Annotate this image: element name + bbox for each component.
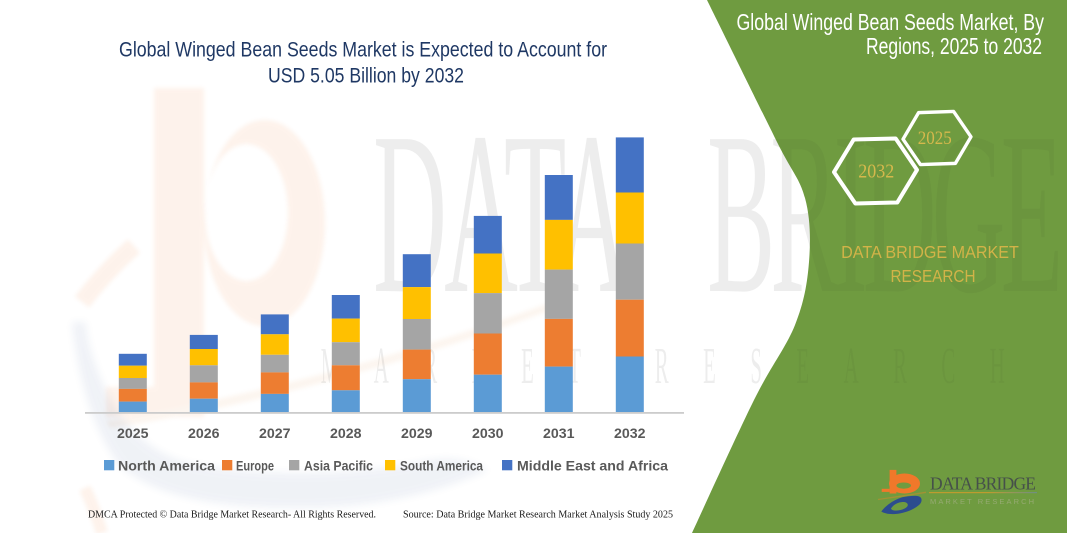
svg-text:DMCA Protected © Data Bridge M: DMCA Protected © Data Bridge Market Rese… — [88, 508, 376, 520]
svg-text:RESEARCH: RESEARCH — [891, 266, 976, 286]
svg-text:2030: 2030 — [472, 425, 504, 441]
svg-text:2026: 2026 — [188, 425, 220, 441]
svg-text:South America: South America — [400, 457, 483, 473]
svg-text:DATA BRIDGE: DATA BRIDGE — [930, 474, 1036, 494]
svg-text:2025: 2025 — [117, 425, 149, 441]
svg-text:MARKET RESEARCH: MARKET RESEARCH — [930, 497, 1034, 506]
svg-text:2027: 2027 — [259, 425, 291, 441]
svg-text:Global Winged Bean Seeds Marke: Global Winged Bean Seeds Market, By — [737, 9, 1045, 35]
svg-text:Middle East and Africa: Middle East and Africa — [517, 457, 668, 473]
svg-text:2025: 2025 — [918, 128, 952, 149]
svg-text:Europe: Europe — [236, 457, 274, 473]
svg-text:2032: 2032 — [858, 161, 894, 183]
svg-text:DATA BRIDGE MARKET: DATA BRIDGE MARKET — [841, 242, 1019, 262]
svg-text:Regions, 2025 to 2032: Regions, 2025 to 2032 — [866, 33, 1042, 59]
svg-text:2029: 2029 — [401, 425, 433, 441]
svg-text:Asia Pacific: Asia Pacific — [304, 457, 373, 473]
svg-text:USD 5.05 Billion by 2032: USD 5.05 Billion by 2032 — [268, 65, 464, 88]
svg-text:Global Winged Bean Seeds Marke: Global Winged Bean Seeds Market is Expec… — [119, 39, 607, 62]
svg-text:Source: Data Bridge Market Res: Source: Data Bridge Market Research Mark… — [403, 508, 673, 520]
svg-text:2031: 2031 — [543, 425, 575, 441]
svg-text:2032: 2032 — [614, 425, 646, 441]
svg-text:North America: North America — [118, 457, 215, 473]
svg-text:2028: 2028 — [330, 425, 362, 441]
